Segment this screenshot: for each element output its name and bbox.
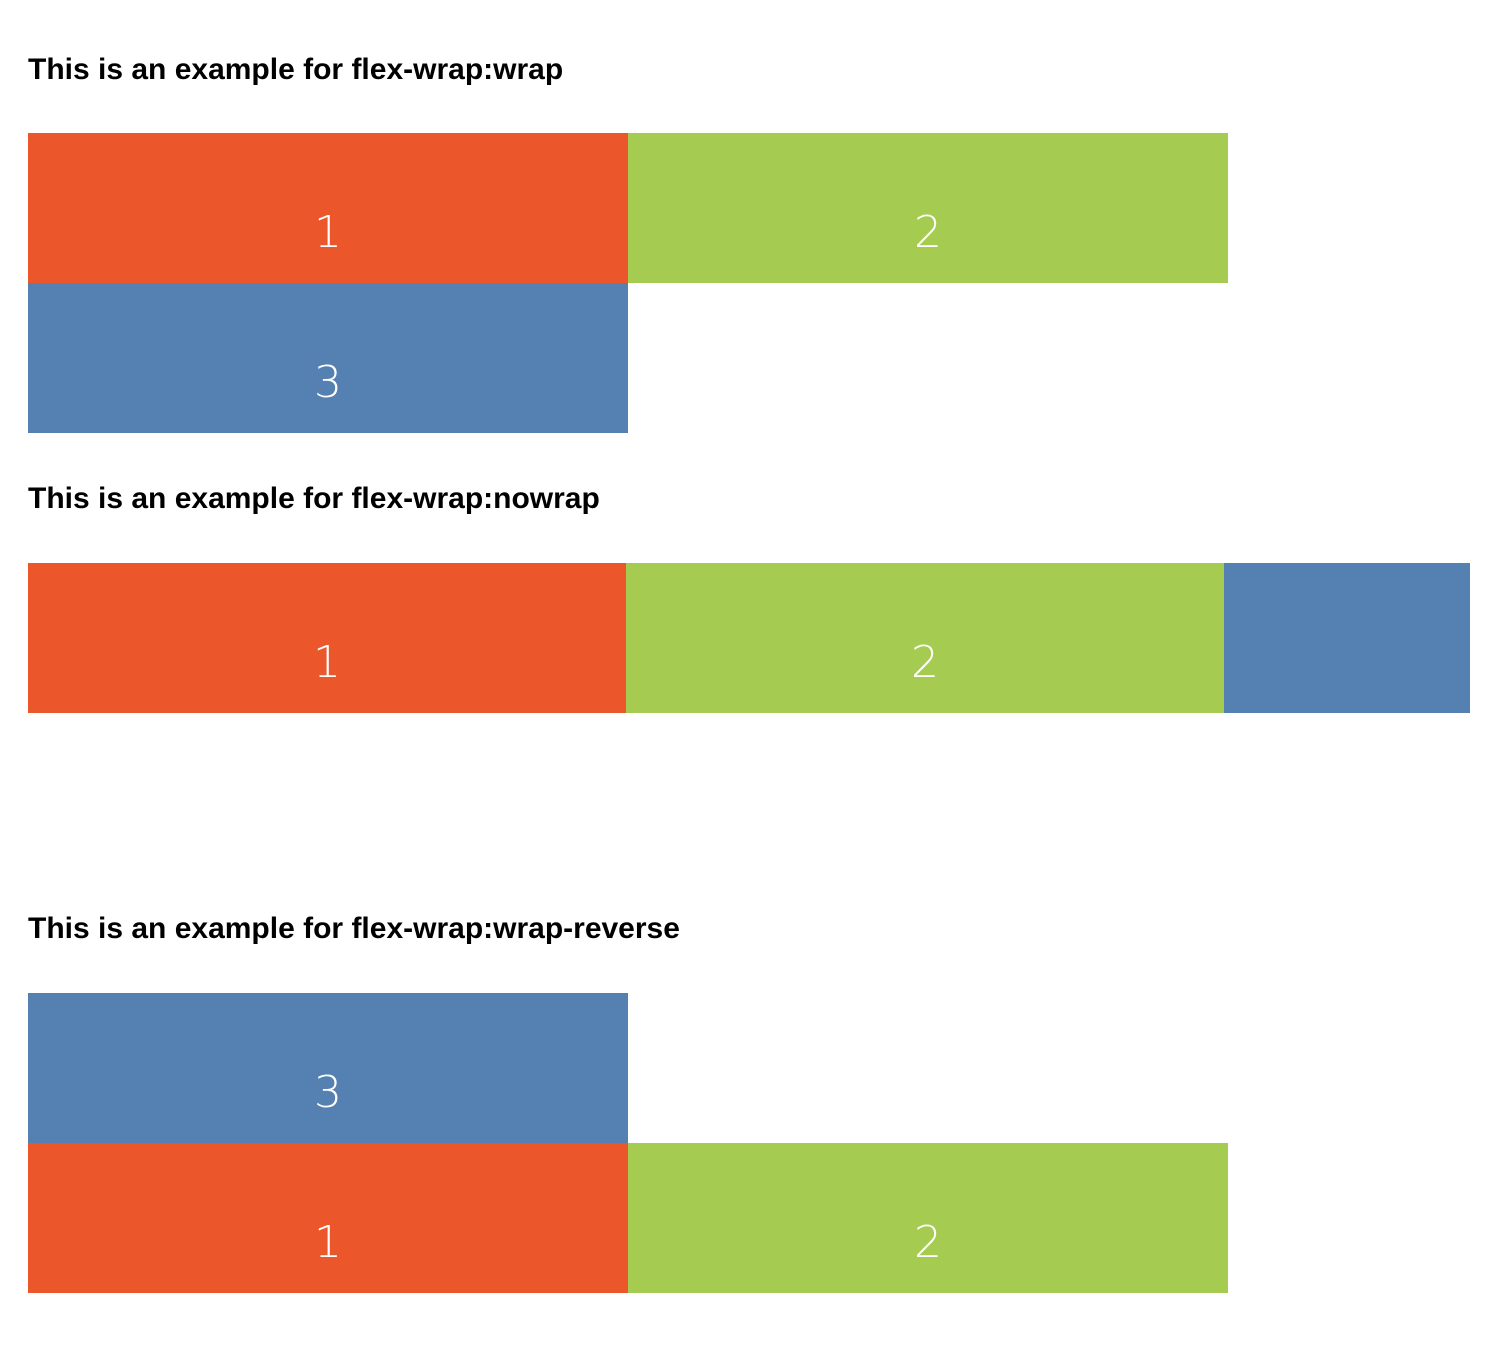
flex-item-1: 1 <box>28 1143 628 1293</box>
section-heading-nowrap: This is an example for flex-wrap:nowrap <box>28 482 600 515</box>
flex-item-2: 2 <box>628 1143 1228 1293</box>
section-heading-wrap-reverse: This is an example for flex-wrap:wrap-re… <box>28 912 680 945</box>
flex-item-1: 1 <box>28 563 626 713</box>
section-heading-wrap: This is an example for flex-wrap:wrap <box>28 53 564 86</box>
flex-item-3 <box>1224 563 1470 713</box>
flex-item-2: 2 <box>628 133 1228 283</box>
flex-item-2: 2 <box>626 563 1224 713</box>
flex-item-3: 3 <box>28 283 628 433</box>
flex-item-1: 1 <box>28 133 628 283</box>
flex-item-3: 3 <box>28 993 628 1143</box>
